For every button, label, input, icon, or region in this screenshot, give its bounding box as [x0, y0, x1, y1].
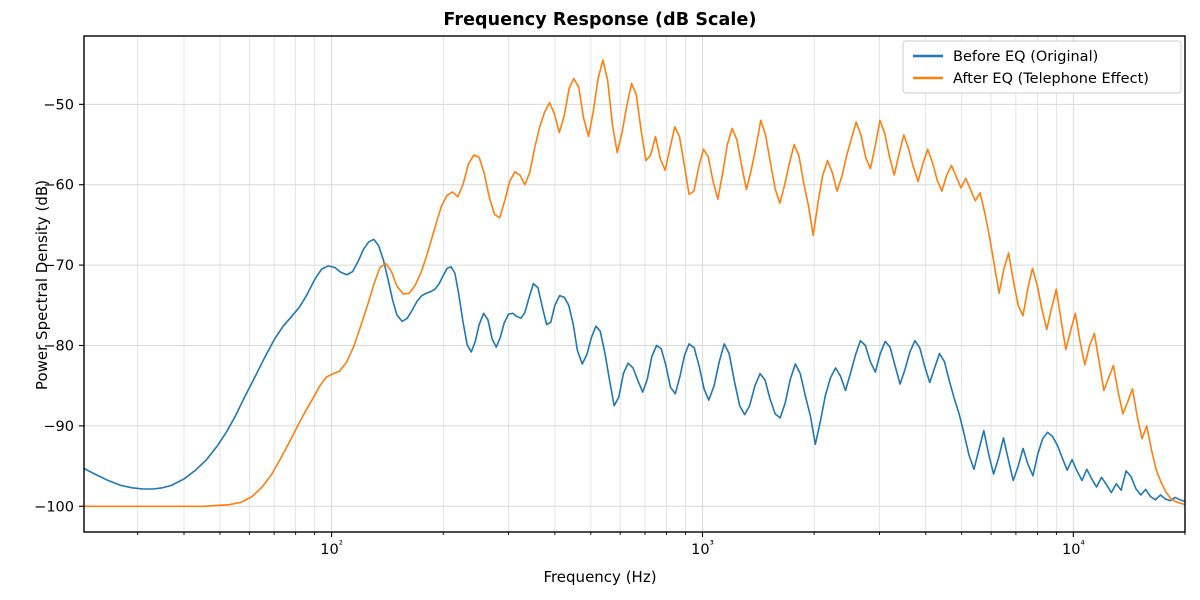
series-line-after-eq [84, 59, 1185, 508]
axes-spines [83, 35, 1186, 533]
y-tick-label: −60 [43, 178, 74, 194]
x-tick-label: 10² [320, 539, 343, 558]
gridlines [84, 36, 1186, 532]
y-tick-label: −80 [43, 338, 74, 354]
y-tick-label: −70 [43, 258, 74, 274]
legend-box [902, 40, 1182, 94]
x-tick-label: 10³ [691, 539, 714, 558]
data-series-layer [84, 59, 1185, 508]
legend-label-after-eq: After EQ (Telephone Effect) [953, 71, 1149, 87]
y-tick-label: −50 [43, 97, 74, 113]
series-line-before-eq [84, 238, 1185, 503]
y-tick-label: −90 [43, 419, 74, 435]
chart-legend[interactable]: Before EQ (Original) After EQ (Telephone … [902, 40, 1182, 94]
legend-label-before-eq: Before EQ (Original) [953, 49, 1098, 65]
y-tick-label: −100 [34, 499, 74, 515]
x-axis-label: Frequency (Hz) [543, 568, 657, 586]
axis-ticks: 10² 10³ 10⁴ −50 −60 −70 −80 −90 −100 [34, 97, 1186, 558]
chart-title: Frequency Response (dB Scale) [443, 10, 757, 30]
x-tick-label: 10⁴ [1062, 539, 1085, 558]
y-axis-label: Power Spectral Density (dB) [33, 179, 51, 391]
plot-border [83, 35, 1186, 533]
